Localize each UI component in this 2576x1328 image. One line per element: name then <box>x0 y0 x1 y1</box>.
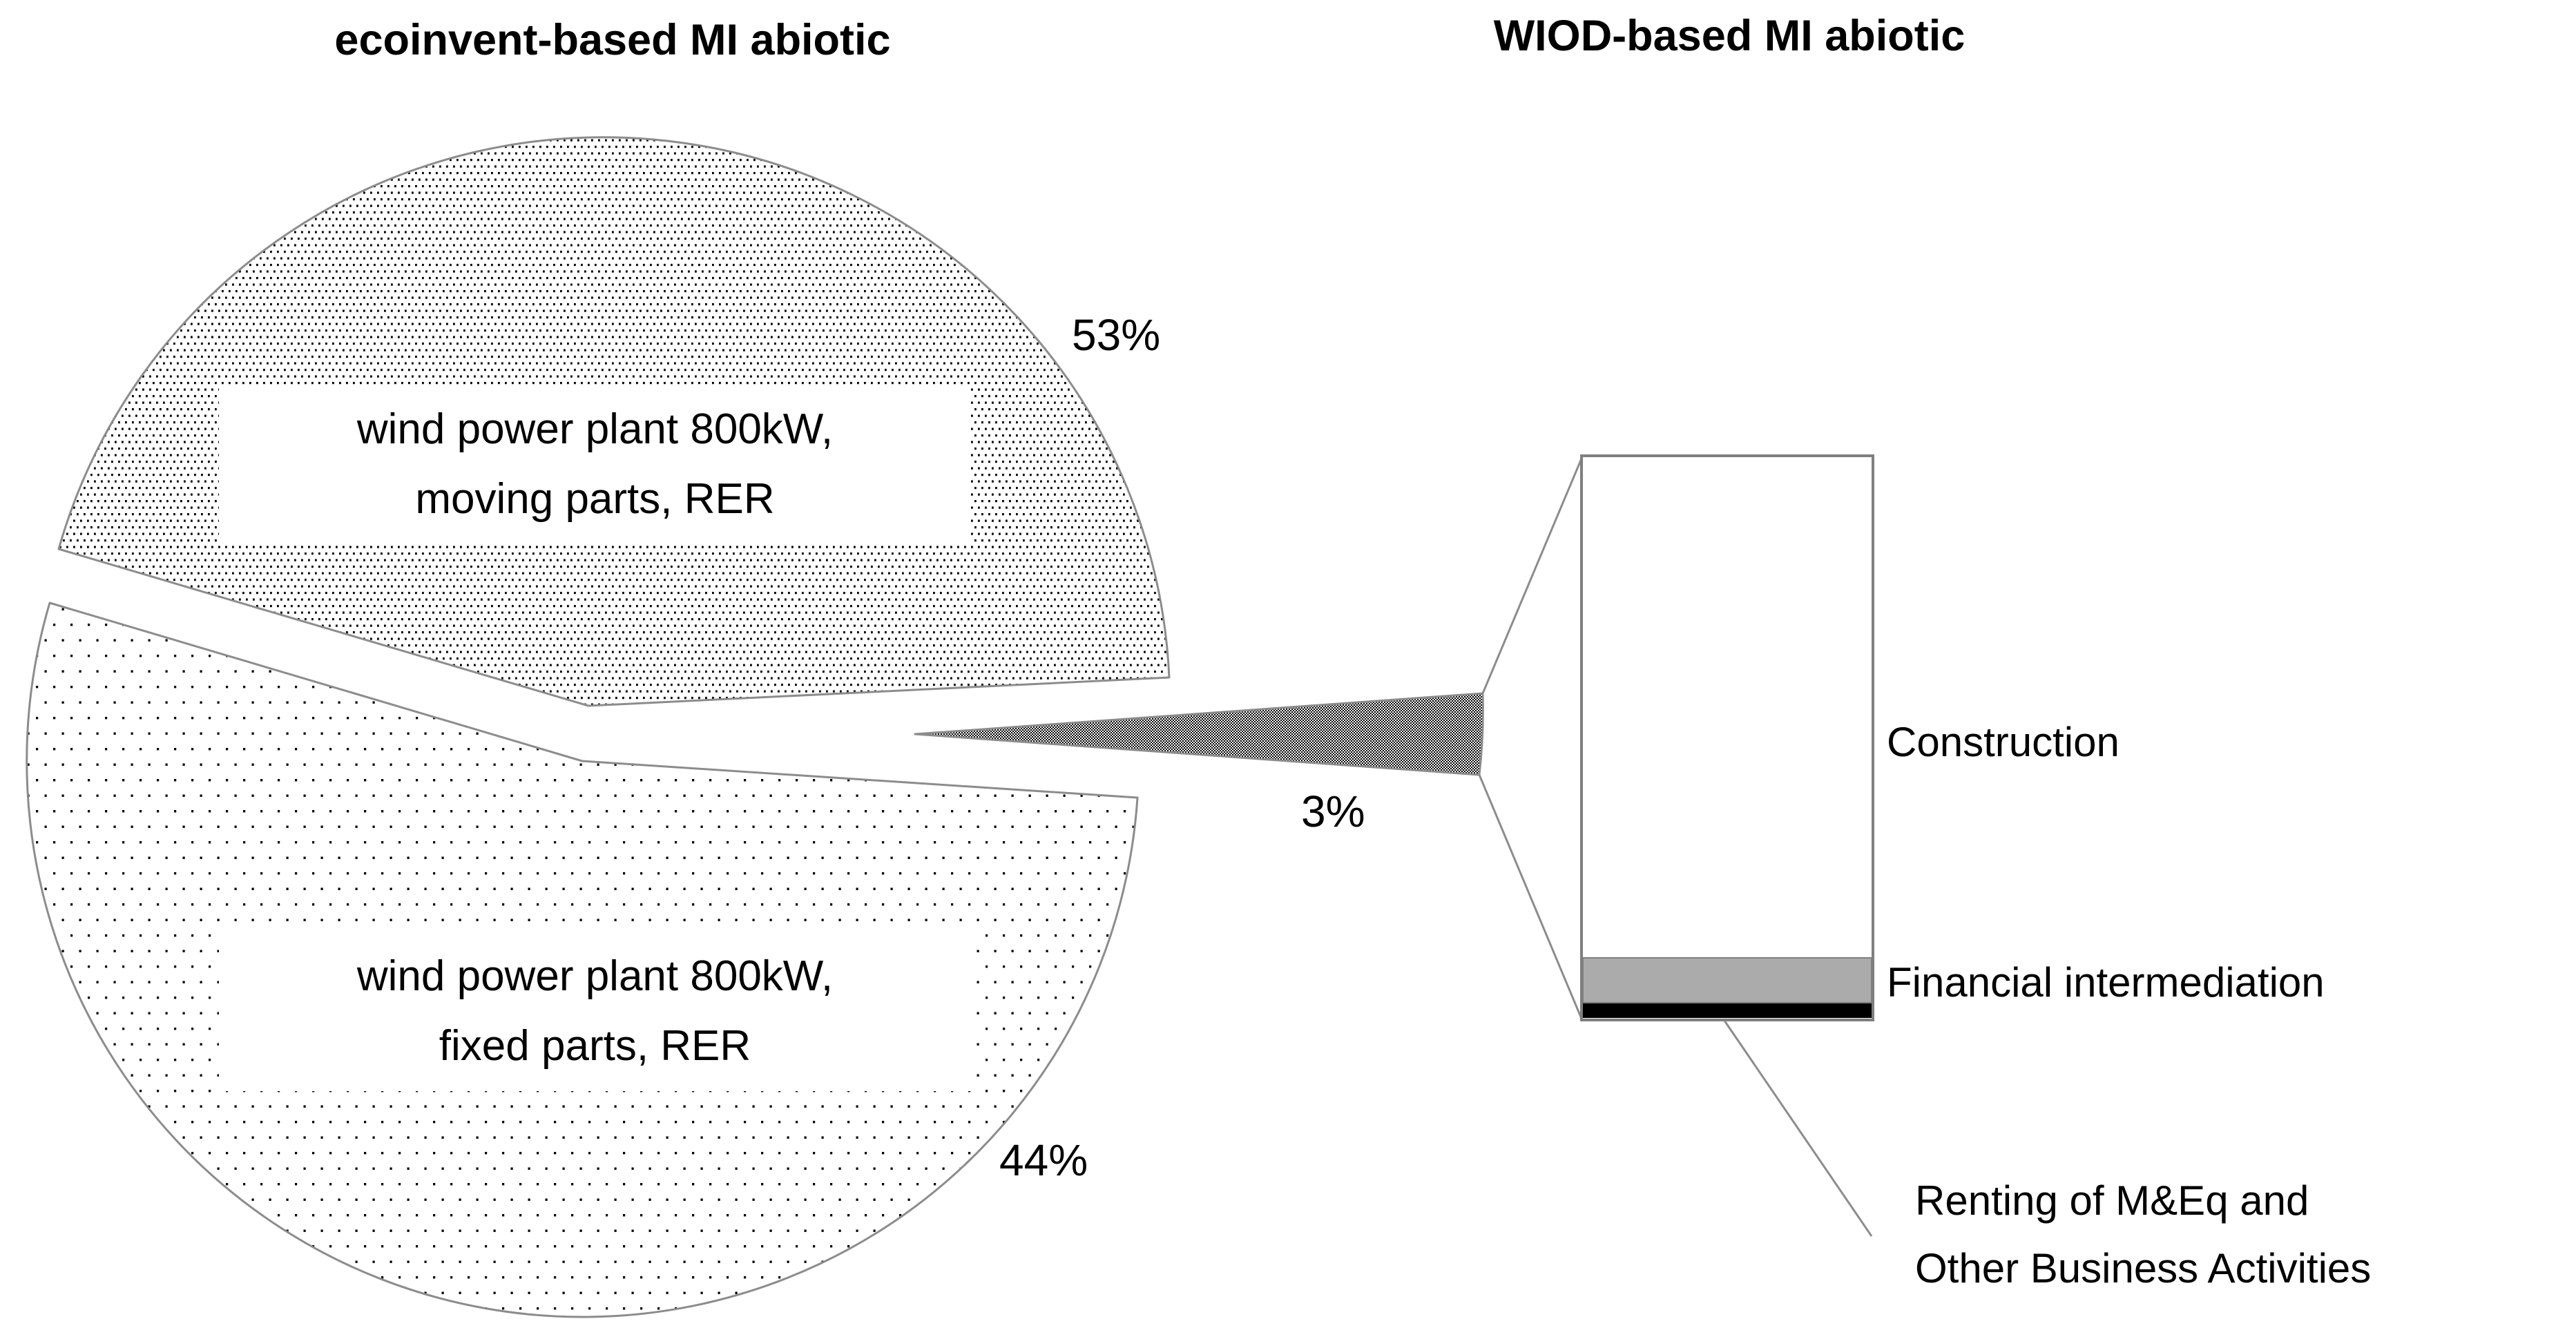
leader-line-wedge-to-bar-bottom <box>1478 774 1583 1019</box>
pie-slice-exploded-3pct-wedge <box>914 692 1484 776</box>
bar-segment-construction <box>1582 456 1873 1020</box>
bar-label-renting-line1: Renting of M&Eq and <box>1915 1177 2309 1224</box>
bar-segment-financial-intermediation <box>1582 957 1872 1003</box>
leader-line-bar-to-renting-label <box>1723 1020 1873 1237</box>
pie-slice-label-box-moving-parts: wind power plant 800kW, moving parts, RE… <box>219 385 971 543</box>
slice-label-line: wind power plant 800kW, <box>356 952 834 1000</box>
pie-slice-label-box-fixed-parts: wind power plant 800kW, fixed parts, RER <box>219 930 971 1091</box>
leader-line-wedge-to-bar-top <box>1481 458 1583 694</box>
left-chart-title: ecoinvent-based MI abiotic <box>334 16 891 64</box>
bar-label-renting: Renting of M&Eq and Other Business Activ… <box>1915 1167 2371 1302</box>
stacked-bar-outline <box>1580 454 1874 1021</box>
bar-label-renting-line2: Other Business Activities <box>1915 1245 2372 1291</box>
right-chart-title: WIOD-based MI abiotic <box>1493 12 1965 60</box>
pie-pct-label-44: 44% <box>999 1135 1088 1185</box>
bar-label-construction: Construction <box>1887 719 2120 765</box>
bar-label-financial-intermediation: Financial intermediation <box>1887 959 2325 1005</box>
slice-label-line: wind power plant 800kW, <box>356 405 834 453</box>
pie-pct-label-3: 3% <box>1301 787 1365 836</box>
slice-label-line: moving parts, RER <box>415 475 775 523</box>
pie-pct-label-53: 53% <box>1072 310 1161 360</box>
bar-segment-renting <box>1583 1003 1872 1018</box>
slice-label-line: fixed parts, RER <box>439 1021 751 1070</box>
